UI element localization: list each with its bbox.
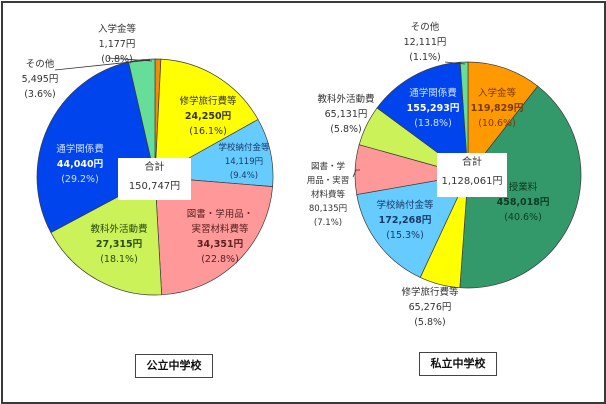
pie-slice	[50, 176, 163, 296]
slice-value: 14,119円	[224, 157, 264, 167]
slice-value: 24,250円	[184, 111, 232, 122]
pie-slice	[467, 61, 539, 177]
slice-pct: (0.8%)	[101, 54, 133, 65]
total-label: 合計	[144, 162, 165, 173]
slice-pct: (29.2%)	[61, 174, 99, 185]
slice-name: 通学関係費	[56, 144, 104, 155]
total-value: 1,128,061円	[441, 176, 503, 187]
slice-name-line2: 用品・実習	[306, 176, 350, 186]
label-private-jugyo: 授業料 458,018円 (40.6%)	[490, 180, 556, 225]
public-school-pie	[36, 58, 274, 296]
label-private-nyugaku: 入学金等 119,829円 (10.6%)	[465, 86, 529, 131]
slice-pct: (1.1%)	[409, 52, 441, 63]
pie-slice	[459, 61, 469, 176]
leader-line-private-sonota	[444, 61, 466, 65]
slice-value: 5,495円	[21, 74, 59, 85]
slice-pct: (16.1%)	[189, 126, 227, 137]
slice-name: 学校納付金等	[376, 200, 434, 211]
leader-line-private-tosho	[352, 169, 360, 178]
slice-value: 1,177円	[98, 39, 136, 50]
slice-name: 授業料	[508, 182, 538, 193]
pie-slice	[154, 176, 273, 296]
private-school-pie	[354, 61, 582, 289]
slice-value: 458,018円	[496, 197, 550, 208]
label-public-tsugaku: 通学関係費 44,040円 (29.2%)	[48, 142, 112, 187]
slice-value: 172,268円	[378, 215, 432, 226]
slice-name-line1: 図書・学用品・	[186, 209, 254, 220]
slice-name: 修学旅行費等	[401, 287, 459, 298]
label-private-tosho: 図書・学 用品・実習 材料費等 80,135円 (7.1%)	[304, 160, 352, 230]
label-private-nofu: 学校納付金等 172,268円 (15.3%)	[370, 198, 440, 243]
slice-pct: (7.1%)	[313, 218, 343, 228]
leader-line-public-sonota	[54, 59, 151, 71]
slice-value: 44,040円	[56, 159, 104, 170]
label-public-kyokagai: 教科外活動費 27,315円 (18.1%)	[82, 222, 156, 267]
leader-line-public-nyugaku	[107, 57, 153, 62]
slice-name-line2: 実習材料費等	[191, 224, 249, 235]
slice-name: 修学旅行費等	[179, 96, 237, 107]
label-private-sonota: その他 12,111円 (1.1%)	[400, 20, 450, 65]
slice-pct: (5.8%)	[414, 317, 446, 328]
slice-value: 119,829円	[470, 103, 524, 114]
slice-name: 通学関係費	[409, 88, 457, 99]
slice-name-line3: 材料費等	[310, 190, 345, 200]
slice-pct: (3.6%)	[24, 89, 56, 100]
label-private-shugaku: 修学旅行費等 65,276円 (5.8%)	[395, 285, 465, 330]
pie-slice	[356, 174, 469, 278]
slice-name: 学校納付金等	[218, 143, 270, 153]
pie-slice	[459, 85, 582, 289]
public-school-title: 公立中学校	[135, 354, 213, 378]
slice-name: その他	[25, 59, 55, 70]
slice-name-line1: 図書・学	[310, 162, 345, 172]
pie-slice	[154, 58, 259, 178]
label-public-tosho: 図書・学用品・ 実習材料費等 34,351円 (22.8%)	[180, 207, 260, 267]
slice-value: 65,276円	[408, 302, 452, 313]
slice-name: 教科外活動費	[90, 224, 148, 235]
slice-pct: (13.8%)	[414, 118, 452, 129]
slice-value: 12,111円	[403, 37, 447, 48]
label-public-nofu: 学校納付金等 14,119円 (9.4%)	[213, 141, 275, 183]
private-school-title: 私立中学校	[419, 352, 497, 376]
slice-value: 155,293円	[406, 103, 460, 114]
slice-value: 34,351円	[196, 239, 244, 250]
total-value: 150,747円	[128, 181, 181, 192]
slice-name: その他	[410, 22, 440, 33]
label-public-nyugaku: 入学金等 1,177円 (0.8%)	[92, 22, 142, 67]
slice-pct: (9.4%)	[229, 171, 259, 181]
slice-pct: (40.6%)	[504, 212, 542, 223]
slice-pct: (15.3%)	[386, 230, 424, 241]
slice-name: 入学金等	[477, 88, 516, 99]
label-public-shugaku: 修学旅行費等 24,250円 (16.1%)	[168, 94, 248, 139]
slice-pct: (5.8%)	[330, 124, 362, 135]
slice-pct: (18.1%)	[100, 254, 138, 265]
slice-name: 教科外活動費	[317, 94, 375, 105]
slice-value: 80,135円	[308, 204, 348, 214]
slice-pct: (10.6%)	[478, 118, 516, 129]
slice-value: 27,315円	[95, 239, 143, 250]
private-total-box: 合計 1,128,061円	[437, 153, 507, 197]
total-label: 合計	[462, 157, 482, 168]
slice-value: 65,131円	[324, 109, 368, 120]
label-private-kyokagai: 教科外活動費 65,131円 (5.8%)	[313, 92, 379, 137]
slice-name: 入学金等	[97, 24, 136, 35]
school-title-text: 公立中学校	[146, 359, 202, 372]
label-private-tsugaku: 通学関係費 155,293円 (13.8%)	[400, 86, 466, 131]
public-total-box: 合計 150,747円	[118, 158, 191, 200]
school-title-text: 私立中学校	[430, 357, 486, 370]
slice-pct: (22.8%)	[201, 254, 239, 265]
label-public-sonota: その他 5,495円 (3.6%)	[20, 57, 60, 102]
